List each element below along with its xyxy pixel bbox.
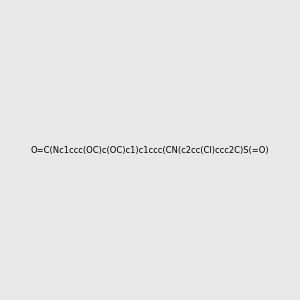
Text: O=C(Nc1ccc(OC)c(OC)c1)c1ccc(CN(c2cc(Cl)ccc2C)S(=O): O=C(Nc1ccc(OC)c(OC)c1)c1ccc(CN(c2cc(Cl)c… [31, 146, 269, 154]
